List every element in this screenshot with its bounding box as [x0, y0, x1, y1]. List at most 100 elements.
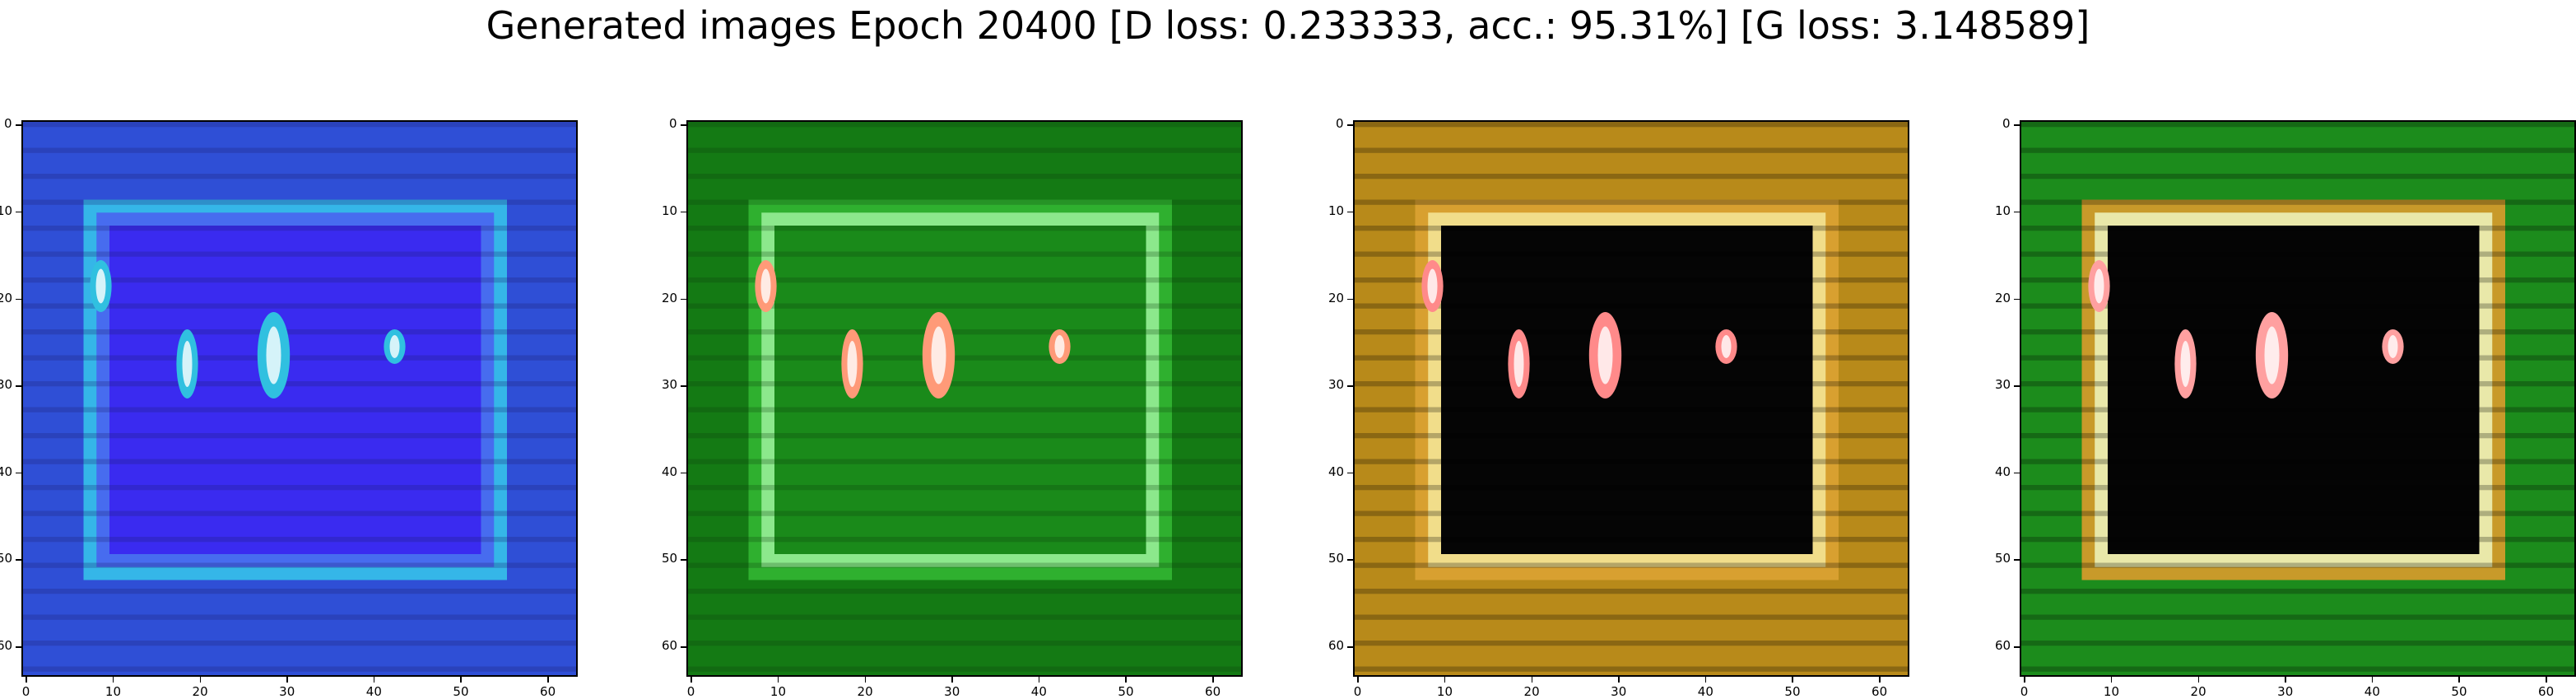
- generated-image: [686, 120, 1243, 677]
- texture-line: [2021, 147, 2574, 153]
- generated-image-pixels: [1355, 122, 1908, 675]
- texture-line: [1355, 641, 1908, 646]
- y-tick-label: 60: [0, 638, 13, 654]
- texture-line: [688, 122, 1241, 128]
- blob-highlight: [2094, 268, 2104, 304]
- y-tick-mark: [16, 298, 21, 301]
- y-tick-label: 30: [0, 377, 13, 393]
- texture-line: [23, 614, 576, 620]
- x-tick-label: 20: [857, 684, 873, 699]
- x-tick-label: 0: [686, 684, 695, 699]
- texture-line: [23, 329, 576, 335]
- texture-line: [2021, 303, 2574, 309]
- texture-line: [1355, 251, 1908, 257]
- x-tick-mark: [199, 677, 202, 683]
- texture-line: [688, 641, 1241, 646]
- image-interior: [109, 226, 481, 554]
- x-tick-mark: [1444, 677, 1446, 683]
- x-tick-label: 0: [2020, 684, 2029, 699]
- y-tick-mark: [681, 298, 686, 301]
- y-tick-label: 30: [662, 377, 678, 393]
- y-tick-mark: [681, 211, 686, 213]
- y-tick-label: 20: [1995, 290, 2011, 305]
- x-tick-mark: [1212, 677, 1214, 683]
- texture-line: [688, 147, 1241, 153]
- texture-line: [1355, 355, 1908, 361]
- x-tick-label: 50: [453, 684, 469, 699]
- texture-line: [2021, 433, 2574, 439]
- texture-line: [1355, 381, 1908, 387]
- y-tick-mark: [2014, 211, 2020, 213]
- texture-line: [23, 459, 576, 464]
- texture-line: [23, 510, 576, 516]
- generated-image: [21, 120, 578, 677]
- texture-line: [688, 510, 1241, 516]
- texture-line: [2021, 562, 2574, 568]
- x-tick-mark: [460, 677, 462, 683]
- texture-line: [1355, 485, 1908, 491]
- y-tick-label: 60: [662, 638, 678, 654]
- texture-line: [688, 381, 1241, 387]
- texture-line: [688, 589, 1241, 594]
- texture-line: [23, 641, 576, 646]
- x-tick-label: 40: [2364, 684, 2380, 699]
- y-tick-label: 50: [1328, 551, 1345, 566]
- y-tick-mark: [2014, 124, 2020, 126]
- x-tick-label: 60: [540, 684, 556, 699]
- y-tick-mark: [681, 385, 686, 387]
- blob-highlight: [2180, 341, 2191, 387]
- blob-highlight: [1514, 341, 1524, 387]
- texture-line: [1355, 147, 1908, 153]
- y-tick-mark: [1347, 646, 1353, 648]
- x-tick-mark: [864, 677, 867, 683]
- texture-line: [688, 199, 1241, 205]
- texture-line: [23, 407, 576, 412]
- x-tick-label: 10: [770, 684, 786, 699]
- blob-highlight: [2264, 326, 2280, 384]
- x-tick-label: 50: [1784, 684, 1801, 699]
- x-tick-label: 60: [1205, 684, 1221, 699]
- texture-line: [1355, 277, 1908, 283]
- texture-line: [23, 277, 576, 283]
- y-tick-label: 60: [1328, 638, 1345, 654]
- y-tick-label: 10: [1995, 203, 2011, 218]
- texture-line: [1355, 614, 1908, 620]
- texture-line: [23, 174, 576, 179]
- x-tick-label: 20: [192, 684, 208, 699]
- x-tick-mark: [951, 677, 953, 683]
- texture-line: [2021, 122, 2574, 128]
- texture-line: [2021, 666, 2574, 672]
- texture-line: [688, 226, 1241, 231]
- texture-line: [23, 381, 576, 387]
- texture-line: [1355, 537, 1908, 543]
- y-tick-label: 40: [1995, 464, 2011, 479]
- texture-line: [1355, 303, 1908, 309]
- y-tick-label: 30: [1328, 377, 1345, 393]
- y-tick-mark: [16, 385, 21, 387]
- generated-image: [2020, 120, 2576, 677]
- x-tick-mark: [1125, 677, 1127, 683]
- texture-line: [23, 589, 576, 594]
- y-tick-mark: [1347, 124, 1353, 126]
- image-interior: [774, 226, 1146, 554]
- texture-line: [2021, 174, 2574, 179]
- y-tick-label: 40: [0, 464, 13, 479]
- y-tick-mark: [1347, 385, 1353, 387]
- texture-line: [23, 147, 576, 153]
- x-tick-label: 50: [1118, 684, 1134, 699]
- texture-line: [2021, 459, 2574, 464]
- y-tick-mark: [16, 211, 21, 213]
- x-tick-label: 10: [1436, 684, 1453, 699]
- texture-line: [2021, 381, 2574, 387]
- y-tick-mark: [2014, 646, 2020, 648]
- texture-line: [688, 251, 1241, 257]
- blob-highlight: [95, 268, 106, 304]
- texture-line: [688, 433, 1241, 439]
- y-tick-mark: [1347, 559, 1353, 561]
- x-tick-mark: [2458, 677, 2460, 683]
- texture-line: [1355, 433, 1908, 439]
- y-tick-mark: [681, 646, 686, 648]
- texture-line: [23, 433, 576, 439]
- image-interior: [1441, 226, 1813, 554]
- texture-line: [688, 459, 1241, 464]
